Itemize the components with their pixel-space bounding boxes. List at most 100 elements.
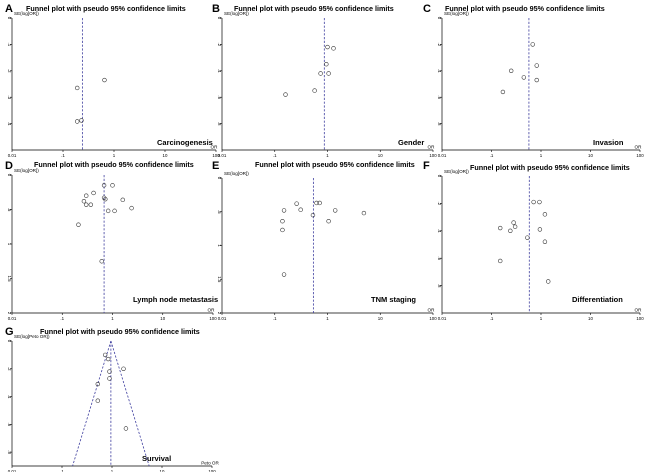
panel-a-ytick-label: .1 (7, 43, 12, 47)
panel-b-xtick-label: 100 (429, 153, 437, 158)
panel-f-point-8 (537, 199, 542, 205)
panel-d-ytick-label: 1.5 (7, 275, 12, 282)
panel-d-ytick-label: 1 (7, 243, 12, 246)
panel-f-point-1 (498, 225, 503, 231)
panel-e-point-7 (310, 212, 316, 218)
panel-b-ytick-label: .2 (217, 43, 222, 47)
panel-b-ylabel: SE(log[OR]) (224, 11, 249, 16)
panel-g-xlabel: Peto OR (201, 461, 219, 466)
panel-f-point-7 (531, 199, 536, 205)
panel-d-ylabel: SE(log[OR]) (14, 168, 39, 173)
panel-d-point-10 (103, 196, 108, 202)
panel-f-point-9 (537, 227, 543, 232)
panel-b-title: Funnel plot with pseudo 95% confidence l… (234, 4, 394, 13)
panel-e-xtick-label: 10 (378, 316, 383, 321)
panel-b-letter: B (212, 3, 220, 15)
panel-b-point-3 (318, 71, 323, 76)
panel-e-title: Funnel plot with pseudo 95% confidence l… (255, 160, 415, 169)
panel-d-ytick-label: 2 (7, 312, 12, 315)
panel-e-ylabel: SE(log[OR]) (224, 171, 249, 176)
panel-d-xlabel: OR (208, 308, 216, 313)
panel-d-xtick-label: .1 (60, 316, 64, 321)
panel-c-ytick-label: 0 (437, 17, 442, 20)
panel-b-point-7 (331, 46, 336, 51)
panel-e-point-4 (281, 272, 287, 277)
panel-c-title: Funnel plot with pseudo 95% confidence l… (445, 4, 605, 13)
panel-e-point-6 (298, 207, 303, 212)
panel-d-point-3 (84, 193, 89, 198)
panel-d-xtick-label: 100 (209, 316, 217, 321)
panel-c-ytick-label: .4 (437, 69, 442, 73)
panel-f-point-5 (512, 224, 518, 229)
panel-a-ytick-label: .4 (7, 122, 12, 126)
panel-c-point-5 (534, 63, 539, 68)
panel-c-xtick-label: .1 (490, 153, 494, 158)
panel-g-ytick-label: .2 (7, 367, 12, 371)
panel-e-point-10 (326, 219, 331, 224)
panel-g-point-7 (121, 366, 126, 371)
panel-g-subtitle: Survival (142, 454, 171, 463)
panel-c-xlabel: OR (635, 145, 643, 150)
panel-g-xtick-label: 10 (160, 469, 165, 472)
panel-c-ylabel: SE(log[OR]) (444, 11, 469, 16)
panel-d-ytick-label: 0 (7, 174, 12, 177)
panel-f-letter: F (423, 160, 430, 172)
panel-g-ylabel: SE(log[Peto OR]) (14, 334, 50, 339)
panel-c-point-3 (521, 75, 527, 80)
panel-d-point-13 (112, 208, 117, 214)
panel-f-ytick-label: .4 (437, 229, 442, 233)
panel-f-point-10 (542, 212, 548, 217)
panel-g-ytick-label: .8 (7, 450, 12, 454)
panel-g-ytick-label: .4 (7, 395, 12, 399)
panel-b-ytick-label: .4 (217, 69, 222, 73)
panel-e-ytick-label: 0 (217, 177, 222, 180)
panel-g-point-5 (107, 369, 112, 374)
panel-f-ytick-label: 0 (437, 175, 442, 178)
panel-d-point-14 (120, 197, 125, 203)
panel-e-point-11 (333, 208, 338, 213)
panel-a-xtick-label: 100 (212, 153, 220, 158)
panel-d-point-12 (110, 183, 115, 188)
panel-c-xtick-label: 100 (636, 153, 644, 158)
panel-f-point-3 (508, 228, 513, 234)
panel-b-subtitle: Gender (398, 138, 424, 147)
panel-b-xtick-label: 0.01 (218, 153, 227, 158)
panel-d-xtick-label: 10 (160, 316, 165, 321)
panel-f-xtick-label: 10 (588, 316, 593, 321)
panel-b-point-1 (283, 92, 288, 97)
panel-e-xtick-label: .1 (273, 316, 277, 321)
panel-f-ylabel: SE(log[OR]) (444, 169, 469, 174)
panel-a-ytick-label: 0 (7, 17, 12, 20)
panel-d-point-1 (76, 222, 81, 227)
panel-f-xtick-label: .1 (490, 316, 494, 321)
panel-g-point-2 (95, 398, 101, 403)
panel-a-point-4 (102, 77, 107, 83)
panel-f-xtick-label: 0.01 (438, 316, 447, 321)
panel-a-title: Funnel plot with pseudo 95% confidence l… (26, 4, 186, 13)
panel-g-ci-lower (72, 340, 112, 467)
panel-f-xtick-label: 100 (636, 316, 644, 321)
panel-g-point-6 (107, 376, 112, 381)
panel-e-point-8 (314, 200, 319, 206)
panel-e-ytick-label: 1 (217, 244, 222, 247)
panel-a-ylabel: SE(log[OR]) (14, 11, 39, 16)
panel-a-xtick-label: 1 (113, 153, 116, 158)
panel-f-point-12 (546, 279, 551, 284)
panel-b-ytick-label: .6 (217, 95, 222, 99)
panel-c-ytick-label: .2 (437, 43, 442, 47)
panel-g-point-1 (95, 381, 101, 387)
panel-d-point-11 (105, 208, 111, 214)
panel-d-point-5 (88, 202, 94, 207)
panel-f-point-2 (498, 258, 503, 264)
panel-d-point-9 (101, 195, 107, 200)
panel-d-ytick-label: .5 (7, 208, 12, 212)
panel-b-point-5 (325, 44, 330, 50)
panel-c-ytick-label: .8 (437, 122, 442, 126)
panel-b-xtick-label: 10 (378, 153, 383, 158)
panel-c-xtick-label: 0.01 (438, 153, 447, 158)
panel-e-point-2 (280, 227, 285, 233)
panel-a-point-2 (75, 119, 80, 124)
panel-c-point-4 (530, 42, 535, 47)
panel-g-point-8 (123, 426, 129, 431)
panel-d-point-4 (84, 202, 89, 207)
